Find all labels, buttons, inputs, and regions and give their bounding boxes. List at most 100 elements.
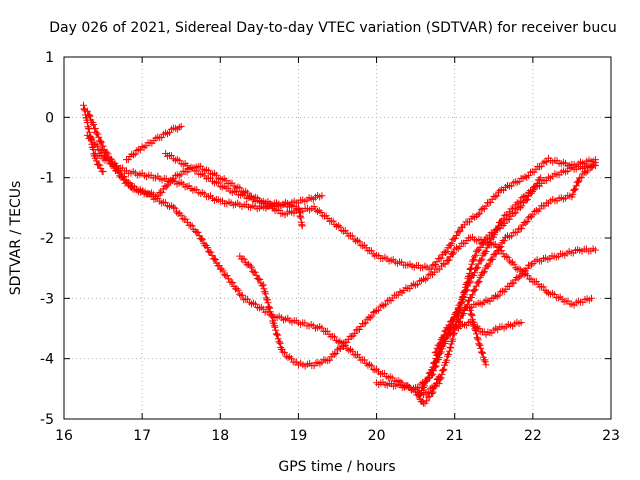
data-point — [378, 301, 386, 309]
data-point — [481, 358, 489, 366]
data-point — [382, 300, 390, 308]
data-point — [266, 304, 274, 312]
data-point — [474, 279, 482, 287]
x-tick-label: 20 — [368, 428, 386, 444]
data-point — [486, 239, 494, 247]
x-tick-label: 18 — [211, 428, 229, 444]
data-point — [252, 271, 260, 279]
data-point — [256, 276, 264, 283]
data-point — [441, 327, 449, 335]
data-point — [317, 209, 325, 216]
data-point — [512, 264, 520, 272]
data-point — [240, 255, 248, 263]
data-point — [493, 192, 501, 200]
axis-ticks: 16 17 18 19 20 21 22 23 -5 -4 -3 -2 -1 0 1 — [40, 50, 620, 444]
series-track-3 — [123, 122, 185, 164]
data-point — [329, 217, 337, 225]
data-point — [366, 314, 374, 322]
y-tick-label: -4 — [40, 352, 54, 368]
data-point — [481, 356, 489, 364]
data-point — [516, 197, 524, 205]
data-point — [515, 265, 523, 273]
data-point — [466, 306, 474, 314]
data-point — [441, 260, 449, 268]
data-point — [177, 211, 185, 219]
data-point — [510, 279, 518, 287]
data-point — [360, 320, 368, 328]
data-point — [420, 275, 427, 283]
data-point — [446, 343, 454, 351]
data-point — [97, 138, 105, 146]
data-point — [518, 194, 526, 202]
data-point — [423, 274, 431, 282]
data-point — [449, 335, 457, 343]
data-point — [449, 317, 457, 325]
data-point — [363, 315, 371, 323]
data-point — [203, 244, 211, 251]
data-point — [479, 349, 487, 357]
data-point — [505, 215, 513, 223]
y-tick-label: -1 — [40, 171, 54, 187]
data-point — [523, 265, 531, 273]
data-point — [443, 356, 451, 364]
data-point — [445, 350, 453, 358]
data-point — [130, 151, 137, 159]
data-point — [442, 335, 450, 343]
data-point — [474, 211, 482, 219]
data-point — [420, 382, 428, 390]
data-point — [471, 269, 478, 277]
data-point — [499, 287, 506, 295]
data-point — [271, 323, 279, 331]
data-point — [479, 269, 487, 277]
data-point — [298, 222, 306, 230]
data-point — [588, 294, 595, 302]
data-point — [332, 349, 340, 357]
data-point — [456, 301, 464, 309]
data-point — [251, 268, 259, 276]
data-point — [255, 275, 263, 283]
data-point — [436, 265, 444, 273]
data-point — [362, 359, 370, 367]
data-point — [246, 262, 254, 270]
data-point — [510, 204, 518, 212]
data-point — [590, 160, 598, 168]
data-point — [430, 268, 438, 276]
data-point — [210, 255, 218, 263]
chart-title: Day 026 of 2021, Sidereal Day-to-day VTE… — [49, 20, 617, 36]
data-point — [279, 348, 287, 356]
data-point — [520, 193, 527, 201]
series-track-1 — [83, 107, 599, 273]
data-point — [476, 341, 484, 349]
data-point — [474, 336, 482, 344]
data-point — [227, 278, 235, 286]
data-point — [450, 249, 458, 257]
data-point — [343, 338, 351, 346]
data-point — [530, 186, 538, 194]
series-track-10 — [455, 159, 599, 326]
data-point — [173, 208, 180, 216]
data-point — [482, 361, 490, 369]
data-point — [347, 346, 354, 353]
data-point — [523, 218, 531, 225]
data-point — [91, 125, 99, 132]
data-point — [522, 219, 530, 227]
data-point — [471, 286, 479, 294]
data-point — [286, 353, 294, 361]
series-track-12 — [412, 373, 443, 407]
data-point — [212, 256, 220, 264]
data-point — [380, 302, 388, 310]
data-point — [284, 354, 292, 362]
data-point — [229, 279, 237, 287]
data-point — [96, 161, 104, 169]
data-point — [428, 389, 436, 397]
data-point — [219, 267, 227, 275]
data-point — [371, 308, 379, 315]
data-point — [509, 205, 516, 213]
series-track-9 — [431, 245, 599, 357]
data-point — [448, 328, 456, 336]
data-point — [95, 133, 103, 141]
data-point — [492, 292, 499, 300]
grid-lines — [64, 57, 611, 419]
series-track-11 — [466, 306, 490, 369]
series-track-13 — [80, 101, 107, 176]
